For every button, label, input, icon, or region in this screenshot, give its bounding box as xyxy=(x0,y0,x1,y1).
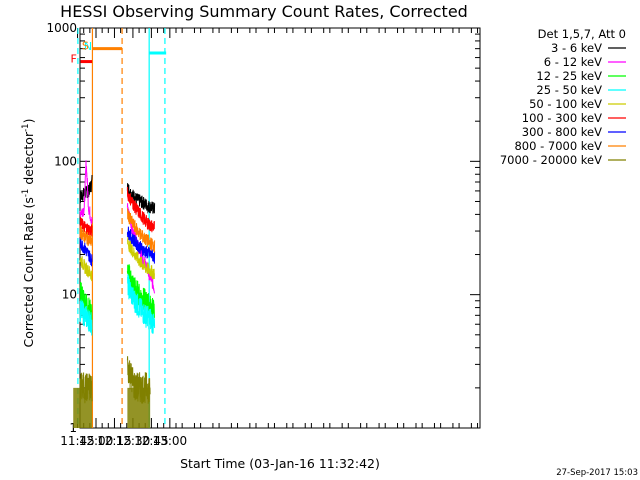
legend-label: 3 - 6 keV xyxy=(551,41,602,55)
series-line xyxy=(79,160,93,225)
x-tick-label: 12:45 xyxy=(134,434,169,448)
series-line xyxy=(126,183,156,214)
legend-label: 100 - 300 keV xyxy=(522,111,602,125)
legend-header: Det 1,5,7, Att 0 xyxy=(538,27,626,41)
x-axis-label: Start Time (03-Jan-16 11:32:42) xyxy=(180,456,380,471)
legend-label: 50 - 100 keV xyxy=(529,97,602,111)
y-tick-label: 1000 xyxy=(46,21,77,35)
series-fill xyxy=(127,387,151,428)
x-tick-label: 11:45 xyxy=(60,434,95,448)
series-line xyxy=(79,256,93,282)
legend-label: 300 - 800 keV xyxy=(522,125,602,139)
series-line xyxy=(126,186,156,233)
series-line xyxy=(79,216,93,237)
legend-label: 800 - 7000 keV xyxy=(514,139,602,153)
series-line xyxy=(126,203,156,294)
series-line xyxy=(79,225,93,247)
timestamp-footer: 27-Sep-2017 15:03 xyxy=(556,468,638,478)
data-series xyxy=(73,160,156,428)
series-line xyxy=(126,274,156,334)
y-axis-label: Corrected Count Rate (s-1 detector-1) xyxy=(21,119,36,348)
x-tick-label: 12:30 xyxy=(116,434,151,448)
series-fill xyxy=(73,387,93,428)
plot-area xyxy=(79,27,481,429)
series-line xyxy=(126,264,156,320)
y-tick-label: 100 xyxy=(54,154,77,168)
legend-label: 6 - 12 keV xyxy=(544,55,602,69)
series-line xyxy=(126,236,155,280)
series-line xyxy=(79,299,93,336)
x-tick-label: 13:00 xyxy=(153,434,188,448)
legend-label: 7000 - 20000 keV xyxy=(500,153,602,167)
legend-label: 25 - 50 keV xyxy=(536,83,602,97)
flag-label: S xyxy=(82,40,89,53)
x-tick-label: 12:00 xyxy=(79,434,114,448)
series-line xyxy=(126,226,156,264)
series-line xyxy=(126,208,156,253)
flag-label: F xyxy=(70,53,76,66)
series-line xyxy=(126,356,151,404)
legend-label: 12 - 25 keV xyxy=(536,69,602,83)
y-tick-label: 10 xyxy=(62,288,77,302)
flag-label: N xyxy=(84,40,92,53)
series-line xyxy=(79,237,93,267)
series-line xyxy=(79,174,93,203)
x-tick-label: 12:15 xyxy=(97,434,132,448)
chart-title: HESSI Observing Summary Count Rates, Cor… xyxy=(60,2,468,21)
y-tick-label: 1 xyxy=(69,421,77,435)
